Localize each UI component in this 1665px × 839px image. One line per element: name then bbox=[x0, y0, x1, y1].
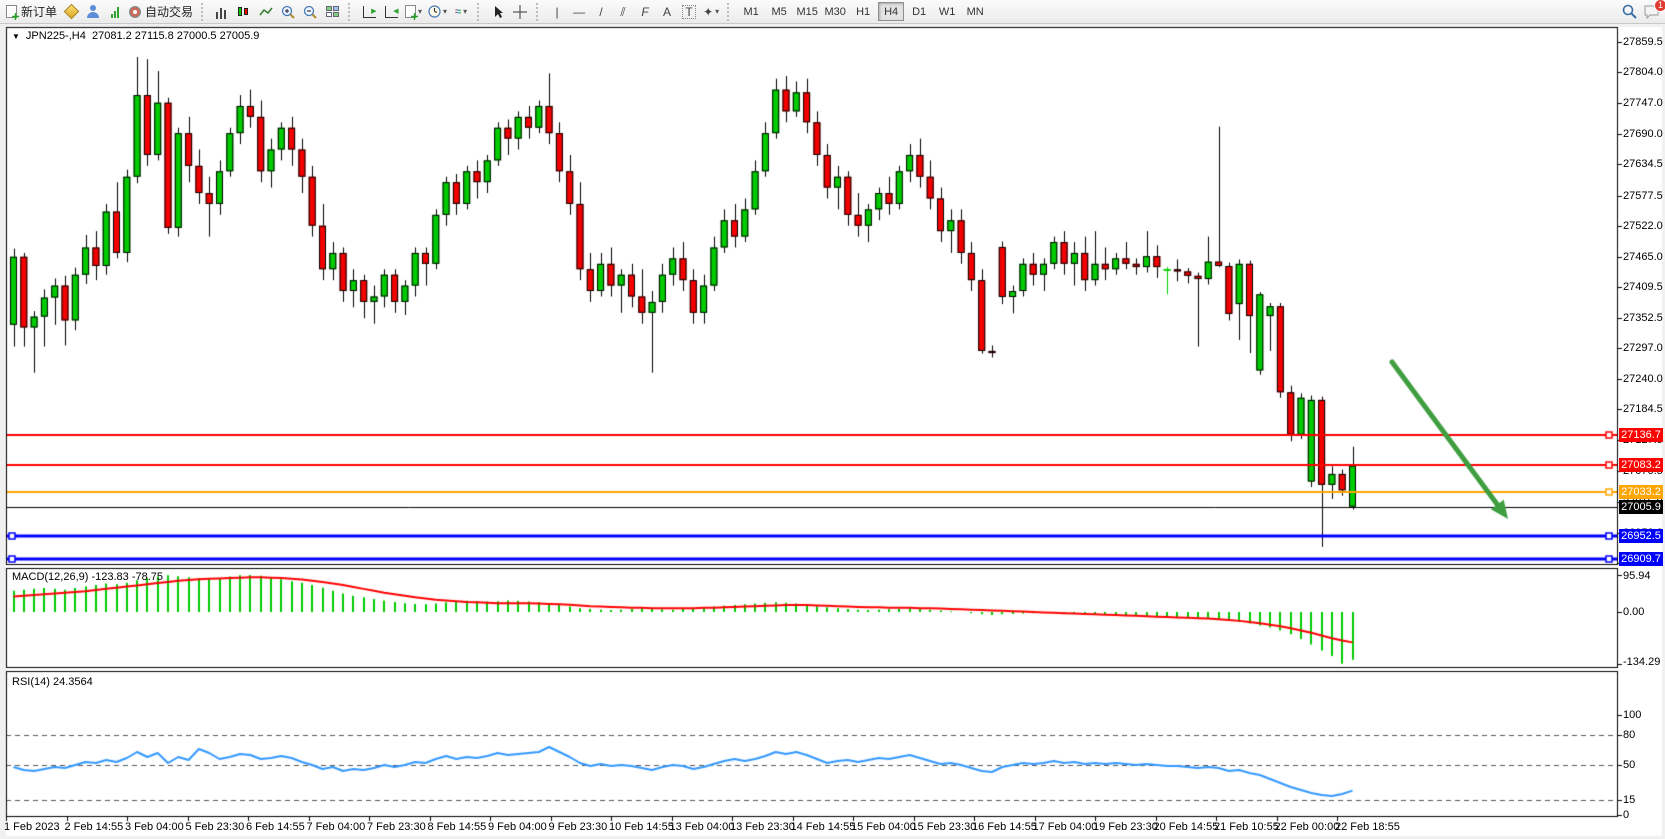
toolbar-separator bbox=[201, 2, 206, 21]
search-button[interactable] bbox=[1618, 2, 1640, 22]
fibonacci-button[interactable]: F bbox=[634, 2, 656, 22]
hline-price-label[interactable]: 27136.7 bbox=[1619, 428, 1663, 443]
hline-price-label[interactable]: 26952.5 bbox=[1619, 528, 1663, 543]
main-toolbar: 新订单 自动交易 bbox=[0, 0, 1665, 24]
search-icon bbox=[1622, 4, 1637, 19]
horizontal-line-icon: — bbox=[573, 4, 586, 19]
dropdown-arrow-icon: ▾ bbox=[463, 7, 468, 16]
indicators-button[interactable]: ≈ ▾ bbox=[450, 2, 472, 22]
timeframe-mn-button[interactable]: MN bbox=[966, 5, 984, 18]
arrows-icon: ✦ bbox=[703, 4, 714, 19]
signal-button[interactable] bbox=[104, 2, 126, 22]
auto-scroll-button[interactable] bbox=[380, 2, 402, 22]
vertical-line-button[interactable]: | bbox=[546, 2, 568, 22]
dropdown-arrow-icon: ▾ bbox=[418, 7, 423, 16]
person-icon bbox=[87, 5, 100, 18]
candlestick-icon bbox=[238, 7, 250, 16]
trendline-icon: / bbox=[599, 4, 603, 19]
timeframe-m1-button[interactable]: M1 bbox=[743, 5, 759, 18]
zoom-out-icon bbox=[303, 5, 317, 19]
deposit-button[interactable] bbox=[60, 2, 82, 22]
hline-price-label[interactable]: 27005.9 bbox=[1619, 499, 1663, 514]
cursor-button[interactable] bbox=[487, 2, 509, 22]
periods-button[interactable]: ▾ bbox=[425, 2, 450, 22]
new-order-icon bbox=[6, 5, 17, 18]
notification-badge: 1 bbox=[1653, 0, 1665, 12]
gold-diamond-icon bbox=[63, 3, 79, 20]
chart-shift-icon bbox=[362, 5, 377, 18]
toolbar-separator bbox=[348, 2, 353, 21]
chart-shift-button[interactable] bbox=[358, 2, 380, 22]
arrows-button[interactable]: ✦ ▾ bbox=[700, 2, 722, 22]
timeframe-m15-button[interactable]: M15 bbox=[796, 5, 818, 18]
tile-windows-icon bbox=[325, 6, 339, 17]
zoom-out-button[interactable] bbox=[299, 2, 321, 22]
text-button[interactable]: A bbox=[656, 2, 678, 22]
toolbar-separator bbox=[727, 2, 732, 21]
signal-icon bbox=[110, 6, 120, 18]
new-order-label: 新订单 bbox=[21, 5, 58, 19]
timeframe-m5-button[interactable]: M5 bbox=[771, 5, 787, 18]
new-order-button[interactable]: 新订单 bbox=[3, 2, 60, 22]
new-chart-button[interactable]: ▾ bbox=[402, 2, 425, 22]
notifications-button[interactable]: 1 bbox=[1640, 0, 1665, 22]
auto-trading-label: 自动交易 bbox=[145, 5, 194, 19]
line-chart-icon bbox=[259, 7, 273, 15]
text-icon: A bbox=[663, 4, 672, 19]
bar-chart-icon bbox=[216, 5, 228, 19]
timeframe-m30-button[interactable]: M30 bbox=[824, 5, 846, 18]
timeframe-w1-button[interactable]: W1 bbox=[938, 5, 956, 18]
text-label-icon: T bbox=[682, 4, 696, 19]
timeframe-d1-button[interactable]: D1 bbox=[912, 5, 927, 18]
trendline-button[interactable]: / bbox=[590, 2, 612, 22]
hline-price-label[interactable]: 27083.2 bbox=[1619, 457, 1663, 472]
new-chart-icon bbox=[405, 5, 417, 18]
dropdown-arrow-icon: ▾ bbox=[443, 7, 448, 16]
auto-scroll-icon bbox=[384, 5, 399, 18]
hline-price-label[interactable]: 27033.2 bbox=[1619, 484, 1663, 499]
dropdown-arrow-icon: ▾ bbox=[715, 7, 720, 16]
vertical-line-icon: | bbox=[555, 4, 559, 19]
fibonacci-icon: F bbox=[641, 4, 649, 19]
candlestick-chart-button[interactable] bbox=[233, 2, 255, 22]
toolbar-separator bbox=[536, 2, 541, 21]
cursor-icon bbox=[495, 5, 504, 18]
tile-windows-button[interactable] bbox=[321, 2, 343, 22]
bar-chart-button[interactable] bbox=[211, 2, 233, 22]
auto-trading-icon bbox=[129, 5, 142, 18]
crosshair-button[interactable] bbox=[509, 2, 531, 22]
indicators-icon: ≈ bbox=[455, 5, 462, 18]
channel-icon: ⫽ bbox=[620, 4, 626, 19]
equidistant-channel-button[interactable]: ⫽ bbox=[612, 2, 634, 22]
profile-button[interactable] bbox=[82, 2, 104, 22]
timeframe-toolbar: M1 M5 M15 M30 H1 H4 D1 W1 MN bbox=[734, 0, 992, 23]
timeframe-h1-button[interactable]: H1 bbox=[856, 5, 871, 18]
line-chart-button[interactable] bbox=[255, 2, 277, 22]
hline-price-label[interactable]: 26909.7 bbox=[1619, 552, 1663, 566]
text-label-button[interactable]: T bbox=[678, 2, 700, 22]
crosshair-icon bbox=[513, 4, 528, 19]
toolbar-separator bbox=[477, 2, 482, 21]
timeframe-h4-button[interactable]: H4 bbox=[878, 2, 905, 21]
auto-trading-button[interactable]: 自动交易 bbox=[126, 2, 196, 22]
zoom-in-button[interactable] bbox=[277, 2, 299, 22]
horizontal-line-button[interactable]: — bbox=[568, 2, 590, 22]
clock-icon bbox=[428, 5, 441, 18]
zoom-in-icon bbox=[281, 5, 295, 19]
